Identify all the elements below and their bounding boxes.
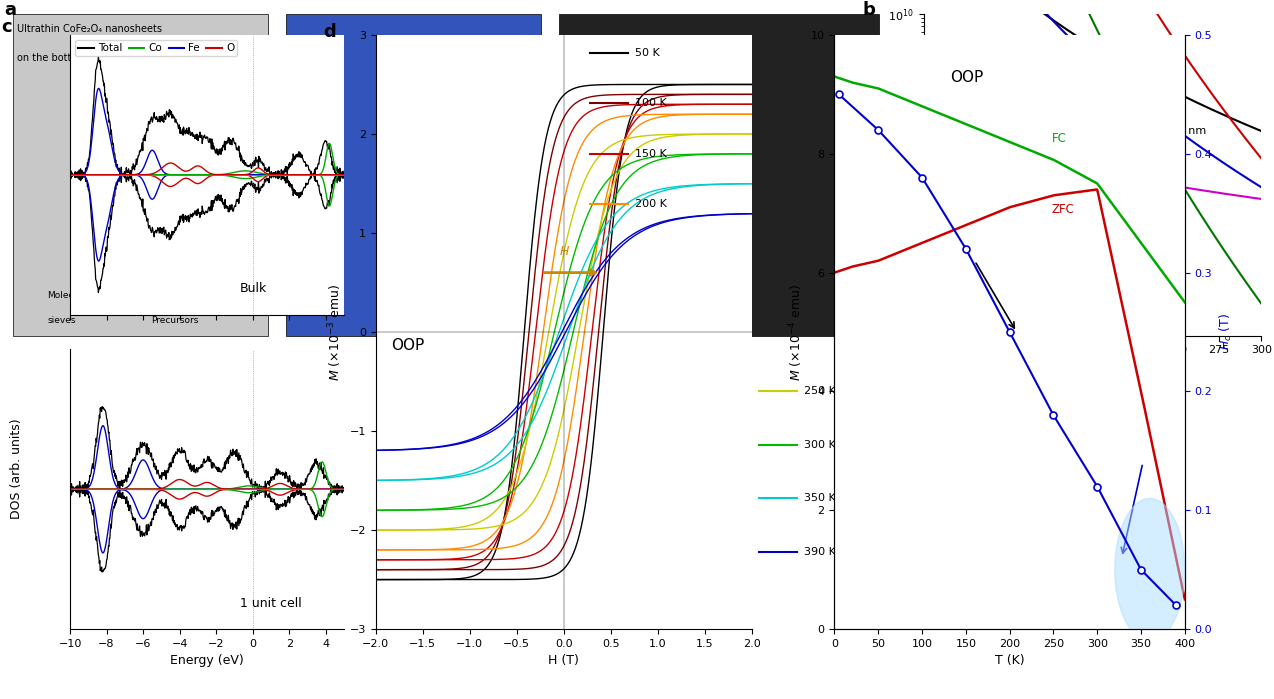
Text: 50 K: 50 K: [636, 48, 660, 58]
Text: on the bottom surface of mica: on the bottom surface of mica: [17, 52, 166, 63]
Text: 250 K: 250 K: [804, 387, 836, 396]
FC: [1082, 175, 1097, 183]
ZFC: [1047, 191, 1063, 199]
FC: [827, 72, 842, 80]
X-axis label: H (T): H (T): [548, 654, 580, 668]
Text: a: a: [4, 1, 17, 19]
Y-axis label: $H_c$ (T): $H_c$ (T): [1218, 314, 1235, 350]
ZFC: [1177, 595, 1192, 603]
Ellipse shape: [1115, 498, 1185, 641]
Text: DOS (arb. units): DOS (arb. units): [10, 418, 23, 519]
ZFC: [966, 218, 981, 226]
ZFC: [869, 257, 884, 266]
Text: 200 K: 200 K: [636, 199, 668, 209]
Text: OOP: OOP: [950, 71, 984, 85]
FC: [941, 113, 957, 121]
FancyBboxPatch shape: [285, 14, 541, 336]
Text: 390 K: 390 K: [804, 547, 836, 557]
Text: d: d: [324, 23, 336, 41]
ZFC: [1082, 187, 1097, 195]
Y-axis label: $M$ ($\times10^{-3}$ emu): $M$ ($\times10^{-3}$ emu): [326, 284, 344, 380]
Text: 2 nm: 2 nm: [1084, 191, 1112, 201]
FancyBboxPatch shape: [13, 14, 269, 336]
FC: [869, 84, 884, 92]
Text: sieves: sieves: [47, 316, 76, 325]
Text: Bulk: Bulk: [240, 282, 268, 295]
Text: Sample: Sample: [387, 207, 434, 219]
ZFC: [1079, 187, 1094, 195]
Text: ZFC: ZFC: [1052, 203, 1074, 216]
Text: 1.5 nm: 1.5 nm: [949, 110, 989, 120]
Text: 1.66 nm: 1.66 nm: [1117, 158, 1164, 168]
X-axis label: T (K): T (K): [1078, 361, 1107, 374]
Text: HRTEM: HRTEM: [699, 170, 738, 180]
Text: b: b: [862, 1, 875, 19]
Text: 300 K: 300 K: [804, 440, 836, 450]
Line: ZFC: ZFC: [834, 189, 1185, 599]
X-axis label: T (K): T (K): [995, 654, 1024, 668]
ZFC: [941, 228, 957, 236]
Y-axis label: R (Ω): R (Ω): [870, 159, 883, 191]
ZFC: [1089, 185, 1105, 194]
Text: Precursors: Precursors: [152, 316, 199, 325]
Y-axis label: $M$ ($\times10^{-4}$ emu): $M$ ($\times10^{-4}$ emu): [787, 284, 805, 380]
Text: 350 K: 350 K: [804, 493, 836, 503]
Text: Mica: Mica: [396, 78, 426, 91]
Text: 100 K: 100 K: [636, 99, 666, 108]
Line: FC: FC: [834, 76, 1185, 302]
Text: Molecular: Molecular: [47, 291, 92, 299]
Text: c: c: [1, 18, 13, 36]
FancyBboxPatch shape: [558, 14, 879, 336]
FC: [1079, 174, 1094, 182]
Text: 60°: 60°: [434, 291, 457, 303]
Text: FC: FC: [1052, 132, 1066, 145]
FC: [966, 123, 981, 131]
Text: OOP: OOP: [391, 338, 424, 353]
Text: H: H: [561, 245, 569, 258]
Legend: Total, Co, Fe, O: Total, Co, Fe, O: [75, 40, 237, 57]
Text: 1.41 nm: 1.41 nm: [1161, 126, 1206, 136]
ZFC: [827, 268, 842, 277]
Text: 150 K: 150 K: [636, 149, 666, 159]
Text: Ultrathin CoFe₂O₄ nanosheets: Ultrathin CoFe₂O₄ nanosheets: [17, 24, 162, 34]
FC: [1047, 157, 1063, 165]
Text: 1 unit cell: 1 unit cell: [240, 597, 302, 610]
Text: 11.5 nm: 11.5 nm: [982, 263, 1029, 273]
FC: [1177, 298, 1192, 306]
X-axis label: Energy (eV): Energy (eV): [171, 654, 243, 668]
